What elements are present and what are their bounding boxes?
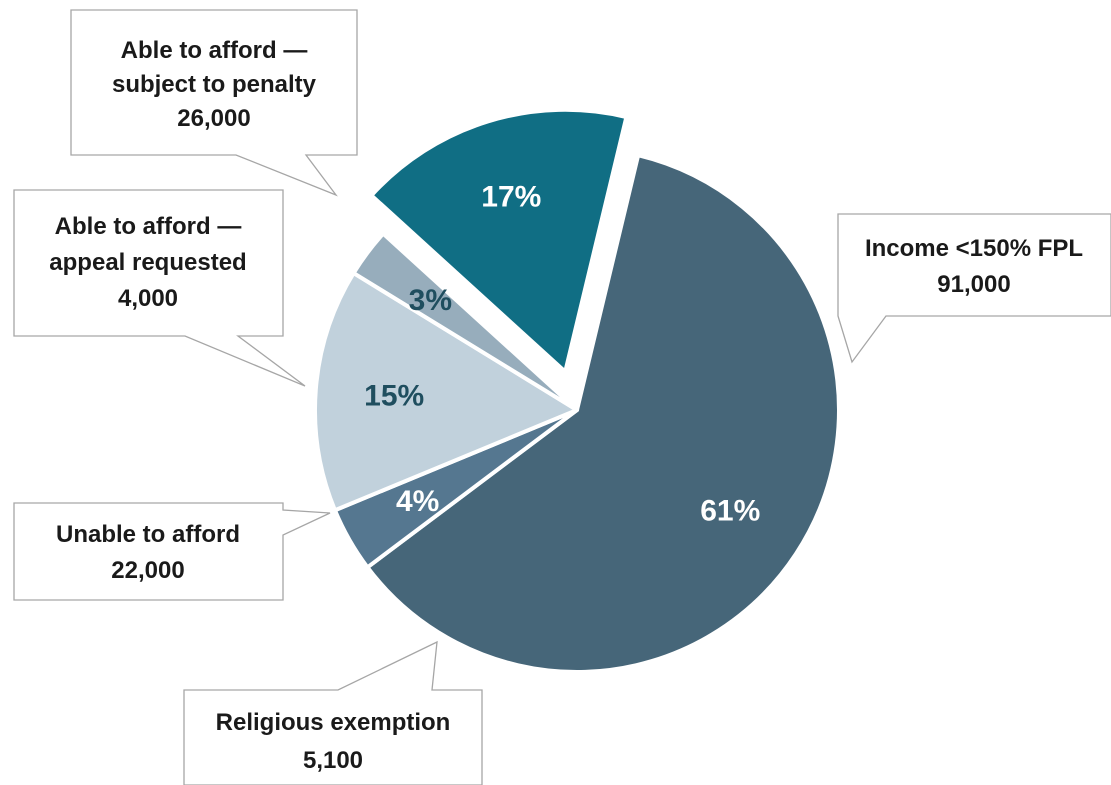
callout-income-value: 91,000 [937,271,1010,298]
callout-religious-line1: Religious exemption [216,709,451,736]
slice-percent-label: 3% [409,284,452,317]
callout-appeal-line1: Able to afford — [55,213,242,240]
pie-slice [369,107,629,374]
pie-slices [313,107,841,674]
callout-income-line1: Income <150% FPL [865,235,1083,262]
callout-penalty: Able to afford — subject to penalty 26,0… [70,9,358,197]
callout-appeal-value: 4,000 [118,285,178,312]
callout-unable-line1: Unable to afford [56,521,240,548]
callout-penalty-value: 26,000 [177,105,250,132]
callout-appeal: Able to afford — appeal requested 4,000 [13,189,306,387]
slice-percent-label: 4% [396,485,439,518]
callout-penalty-line1: Able to afford — [121,37,308,64]
slice-percent-label: 17% [481,180,541,213]
pie-slice [351,231,579,412]
callout-unable: Unable to afford 22,000 [13,502,331,601]
callout-penalty-line2: subject to penalty [112,71,317,98]
slice-percent-label: 15% [364,380,424,413]
callout-unable-value: 22,000 [111,557,184,584]
percent-labels: 61% 4% 15% 3% 17% [364,180,760,527]
callout-appeal-line2: appeal requested [49,249,246,276]
callout-religious: Religious exemption 5,100 [183,640,483,785]
callout-religious-value: 5,100 [303,747,363,774]
callout-income: Income <150% FPL 91,000 [837,213,1111,364]
pie-slice [365,153,841,674]
slice-percent-label: 61% [700,495,760,528]
pie-slice [313,271,579,513]
